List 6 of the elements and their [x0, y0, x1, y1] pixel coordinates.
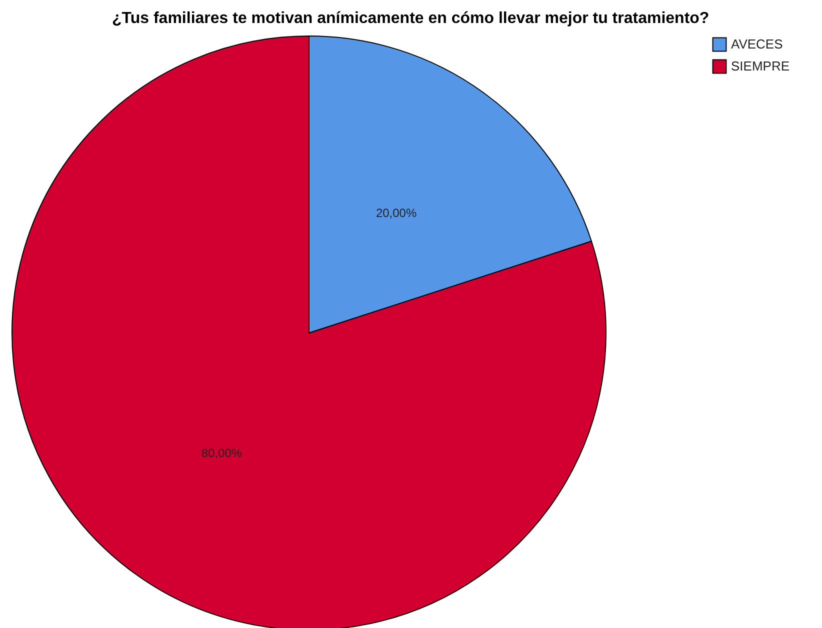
data-label: 20,00%	[376, 206, 417, 220]
chart-title: ¿Tus familiares te motivan anímicamente en cómo llevar mejor tu tratamiento?	[112, 10, 710, 27]
pie-slice	[12, 36, 606, 628]
legend-label: AVECES	[731, 36, 784, 52]
data-label: 80,00%	[201, 446, 242, 460]
legend-label: SIEMPRE	[731, 58, 790, 74]
